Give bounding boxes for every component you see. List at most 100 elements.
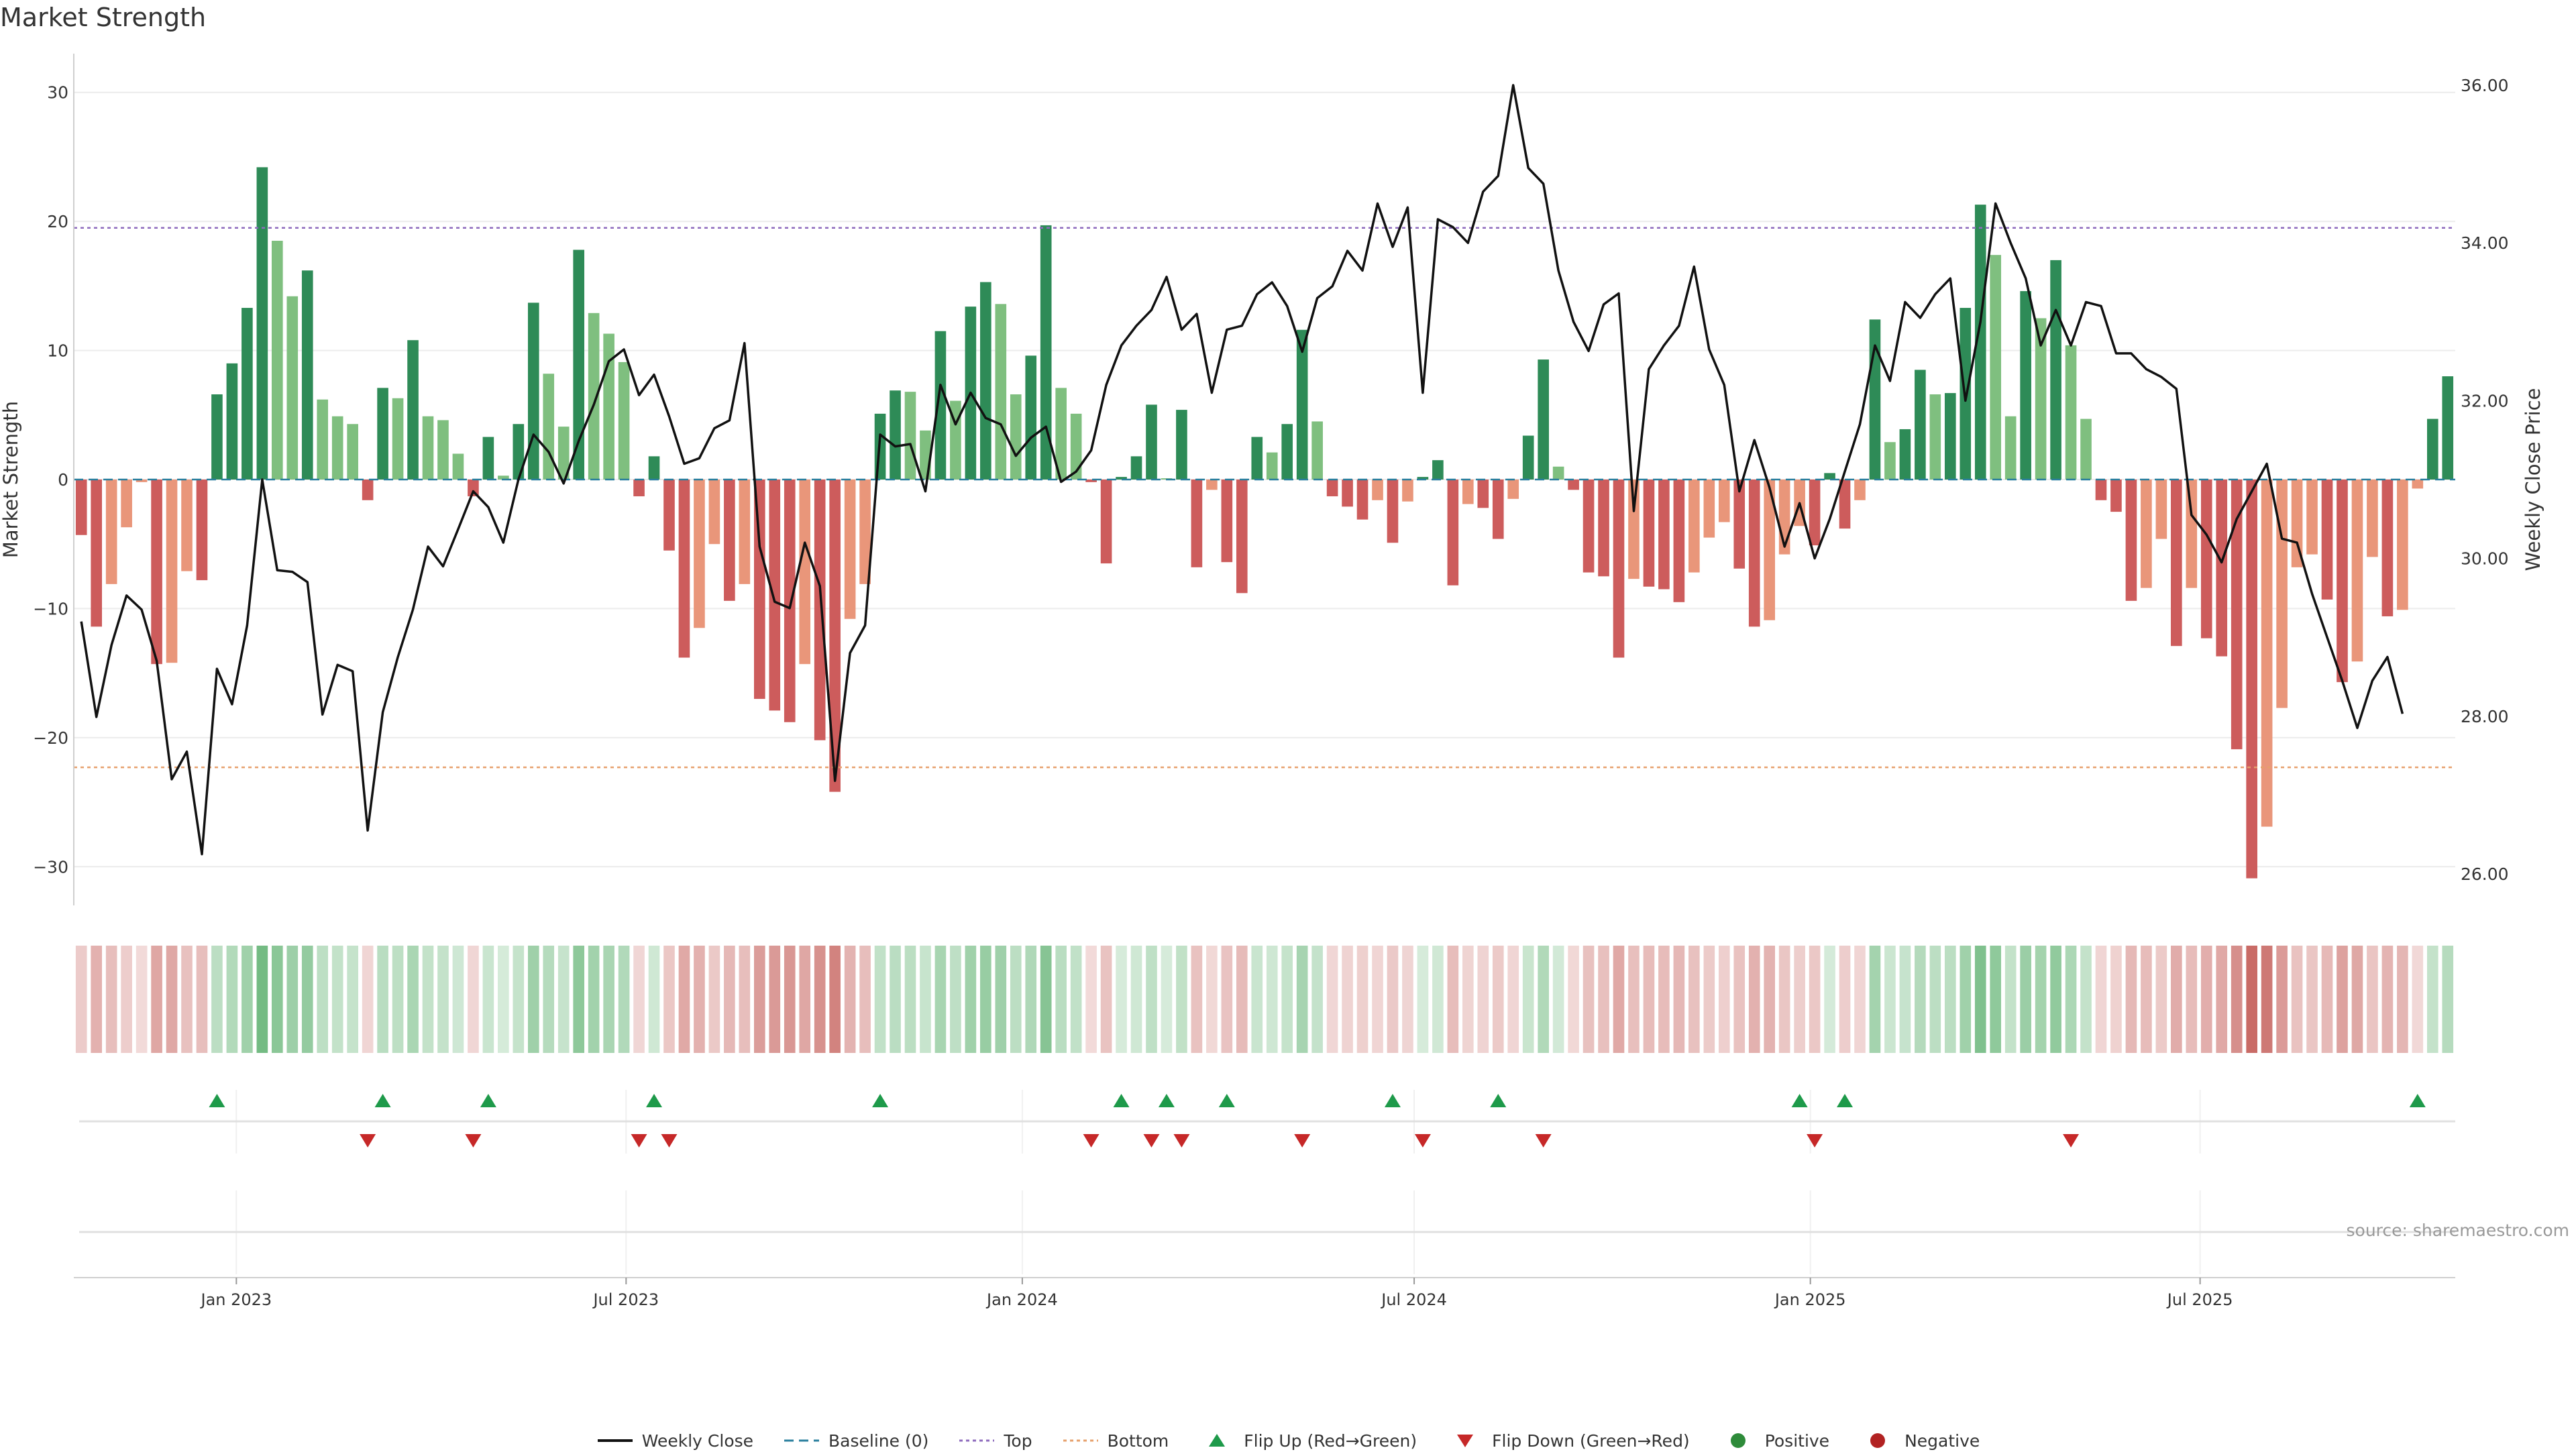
strength-bar [377, 388, 388, 480]
strength-bar [181, 480, 193, 571]
strength-bar [1854, 480, 1866, 500]
y-tick-label: −30 [33, 857, 68, 877]
strength-bar [890, 390, 901, 480]
y2-tick-label: 26.00 [2461, 864, 2509, 884]
strength-bar [2171, 480, 2182, 647]
legend-item: Flip Up (Red→Green) [1198, 1431, 1417, 1451]
heat-cell [317, 946, 329, 1053]
strength-bar [2200, 480, 2212, 638]
x-tick-label: Jul 2025 [2166, 1290, 2233, 1309]
legend-label: Flip Up (Red→Green) [1244, 1431, 1417, 1451]
flip-down-marker [465, 1134, 482, 1148]
strength-bar [904, 392, 916, 480]
strength-bar [513, 424, 525, 480]
heat-cell [422, 946, 434, 1053]
heat-cell [211, 946, 223, 1053]
heat-cell [1010, 946, 1022, 1053]
strength-bar [2306, 480, 2318, 555]
legend-label: Weekly Close [641, 1431, 754, 1451]
strength-bar [694, 480, 705, 628]
y2-tick-label: 36.00 [2461, 76, 2509, 95]
heat-cell [1191, 946, 1203, 1053]
heat-cell [753, 946, 765, 1053]
strength-bar [799, 480, 811, 665]
strength-bar [1915, 370, 1926, 480]
strength-bar [814, 480, 826, 740]
strength-bar [121, 480, 132, 528]
heat-cell [1778, 946, 1790, 1053]
heat-cell [377, 946, 388, 1053]
heat-cell [2004, 946, 2017, 1053]
heat-cell [181, 946, 193, 1053]
heat-cell [1688, 946, 1700, 1053]
strength-bar [1688, 480, 1700, 573]
heat-cell [1899, 946, 1911, 1053]
strength-bar [1869, 319, 1881, 480]
heat-cell [1070, 946, 1082, 1053]
strength-bar [1266, 452, 1278, 480]
strength-bar [603, 333, 614, 480]
strength-bar [1146, 404, 1157, 480]
heat-cell [331, 946, 343, 1053]
strength-bar [663, 480, 675, 551]
heat-cell [2337, 946, 2348, 1053]
flip-markers [79, 1094, 2455, 1148]
heat-cell [1598, 946, 1609, 1053]
legend-triangle-up-icon [1209, 1434, 1226, 1447]
strength-bar [166, 480, 178, 663]
strength-bar [769, 480, 781, 711]
strength-bar [2216, 480, 2228, 657]
heat-cell [1025, 946, 1037, 1053]
heat-cell [392, 946, 404, 1053]
heat-cell [694, 946, 705, 1053]
heat-cell [769, 946, 781, 1053]
heat-cell [2020, 946, 2031, 1053]
heat-cell [2321, 946, 2333, 1053]
strength-bar [151, 480, 162, 665]
strength-bar [633, 480, 645, 497]
strength-bar [1372, 480, 1383, 500]
flip-down-marker [360, 1134, 376, 1148]
strength-bar [226, 363, 238, 480]
heat-cell [1673, 946, 1685, 1053]
heat-cell [1311, 946, 1323, 1053]
strength-bar [844, 480, 856, 619]
heat-cell [844, 946, 856, 1053]
strength-bar [407, 340, 419, 480]
heat-cell [166, 946, 178, 1053]
heat-cell [1960, 946, 1972, 1053]
legend-label: Top [1004, 1431, 1032, 1451]
strength-bar [1673, 480, 1685, 602]
heat-cell [920, 946, 931, 1053]
strength-bar [2231, 480, 2243, 750]
heat-cell [1643, 946, 1655, 1053]
y-tick-label: −10 [33, 599, 68, 618]
strength-bar [1899, 429, 1911, 480]
legend-swatch-icon [1457, 1435, 1474, 1447]
heat-cell [2306, 946, 2318, 1053]
flip-down-marker [661, 1134, 678, 1148]
strength-bar [2426, 418, 2438, 480]
legend-item: Negative [1859, 1431, 1980, 1451]
heat-cell [1794, 946, 1805, 1053]
heat-cell [196, 946, 208, 1053]
strength-bar [1311, 421, 1323, 480]
strength-bar [2050, 260, 2061, 480]
heat-cell [1477, 946, 1489, 1053]
heat-cell [1568, 946, 1579, 1053]
strength-bar [1884, 442, 1896, 480]
strength-bar [211, 394, 223, 480]
heat-cell [91, 946, 103, 1053]
strength-bar [995, 304, 1007, 480]
strength-bar [618, 361, 630, 480]
heat-cell [513, 946, 525, 1053]
strength-bar [980, 282, 991, 480]
heat-cell [2216, 946, 2228, 1053]
strength-bar [136, 480, 148, 482]
heat-cell [2186, 946, 2198, 1053]
heat-cell [980, 946, 991, 1053]
flip-down-marker [1083, 1134, 1099, 1148]
strength-bar [1342, 480, 1353, 507]
strength-bar [241, 308, 253, 480]
x-tick-label: Jan 2025 [1774, 1290, 1846, 1309]
